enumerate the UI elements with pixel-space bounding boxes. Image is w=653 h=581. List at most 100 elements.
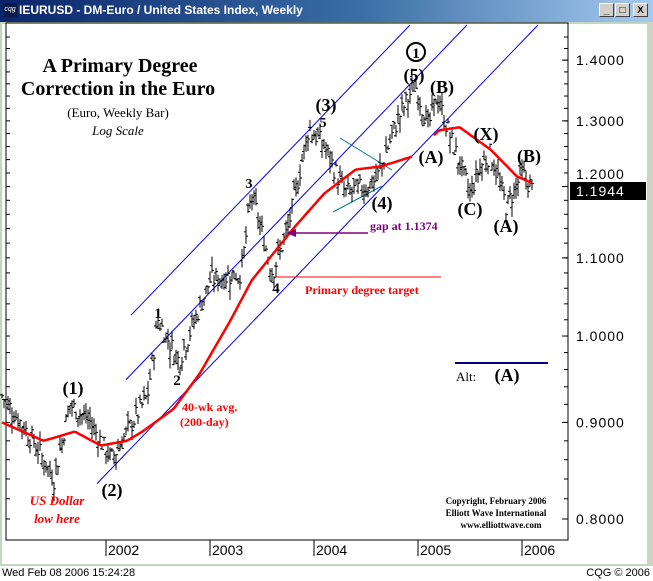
- price-bar: [510, 194, 514, 218]
- chart-title: A Primary Degree: [42, 55, 197, 77]
- wave-label: (C): [458, 199, 483, 220]
- y-tick-label: 1.0000: [576, 328, 625, 344]
- plot-area: [5, 22, 569, 541]
- window-title: IEURUSD - DM-Euro / United States Index,…: [19, 3, 303, 17]
- price-bar: [36, 441, 40, 464]
- price-bar: [210, 256, 214, 273]
- price-bar: [254, 188, 258, 206]
- price-bars: [0, 68, 534, 502]
- price-bar: [140, 401, 144, 409]
- price-bar: [270, 267, 274, 283]
- price-bar: [206, 285, 210, 295]
- alt-wave-label: (A): [495, 365, 520, 386]
- x-tick-label: 2005: [420, 542, 451, 558]
- price-bar: [504, 212, 508, 222]
- ma-label: 40-wk avg.: [182, 400, 237, 414]
- price-bar: [40, 452, 44, 468]
- price-bar: [334, 161, 338, 167]
- price-bar: [422, 116, 426, 127]
- minimize-button[interactable]: _: [599, 3, 614, 17]
- price-bar: [372, 175, 376, 192]
- price-bar: [110, 448, 114, 452]
- price-bar: [244, 226, 248, 244]
- price-bar: [358, 174, 362, 183]
- price-bar: [146, 380, 150, 405]
- price-bar: [472, 182, 476, 196]
- price-bar: [392, 121, 396, 130]
- copyright-text: www.elliottwave.com: [461, 520, 542, 530]
- app-logo-icon: cqg: [3, 3, 17, 17]
- price-bar: [264, 245, 268, 252]
- price-bar: [386, 145, 390, 151]
- price-bar: [318, 123, 322, 139]
- price-bar: [332, 172, 336, 184]
- wave-label: 5: [320, 116, 327, 131]
- channel-line: [96, 24, 539, 484]
- price-bar: [356, 178, 360, 194]
- price-bar: [296, 180, 300, 195]
- price-bar: [278, 239, 282, 260]
- maximize-button[interactable]: □: [615, 3, 630, 17]
- wave-label: 2: [173, 373, 181, 389]
- wave-label: (3): [316, 95, 337, 116]
- price-bar: [62, 437, 66, 446]
- price-bar: [298, 164, 302, 186]
- price-bar: [336, 178, 340, 195]
- x-tick-label: 2004: [316, 542, 347, 558]
- wave-label: (4): [372, 193, 393, 214]
- price-bar: [404, 91, 408, 103]
- usd-low-label: US Dollar: [30, 493, 85, 508]
- price-bar: [428, 112, 432, 127]
- wave-label: (A): [419, 147, 444, 168]
- price-bar: [212, 274, 216, 293]
- price-bar: [408, 83, 412, 104]
- x-axis: 2002 2003 2004 2005 2006: [105, 540, 555, 558]
- price-bar: [198, 295, 202, 308]
- price-bar: [134, 397, 138, 415]
- price-bar: [412, 81, 416, 92]
- price-bar: [394, 124, 398, 137]
- wave-label: (A): [494, 216, 519, 237]
- copyright-text: Elliott Wave International: [446, 508, 547, 518]
- last-price: 1.1944: [576, 183, 625, 199]
- price-bar: [72, 398, 76, 408]
- wave-label: (2): [102, 480, 123, 501]
- price-bar: [414, 74, 418, 90]
- close-button[interactable]: X: [633, 3, 648, 17]
- price-bar: [166, 328, 170, 350]
- price-bar: [326, 144, 330, 156]
- price-bar: [168, 342, 172, 369]
- price-bar: [474, 160, 478, 182]
- price-bar: [272, 276, 276, 289]
- price-bar: [308, 119, 312, 132]
- y-tick-label: 0.8000: [576, 511, 625, 527]
- price-bar: [12, 411, 16, 424]
- wave-label: (1): [63, 378, 84, 399]
- channel-line: [130, 24, 411, 316]
- price-bar: [156, 315, 160, 330]
- price-bar: [56, 465, 60, 475]
- price-bar: [300, 153, 304, 162]
- wave-label: 4: [272, 281, 280, 297]
- x-tick-label: 2002: [108, 542, 139, 558]
- price-bar: [502, 185, 506, 200]
- price-bar: [176, 350, 180, 371]
- price-bar: [196, 315, 200, 322]
- price-bar: [152, 354, 156, 371]
- price-bar: [522, 160, 526, 173]
- price-bar: [98, 429, 102, 444]
- copyright-text: Copyright, February 2006: [446, 496, 547, 506]
- price-bar: [186, 344, 190, 353]
- price-bar: [402, 105, 406, 117]
- window-title-bar[interactable]: cqg IEURUSD - DM-Euro / United States In…: [0, 0, 653, 22]
- price-bar: [260, 215, 264, 233]
- price-bar: [454, 137, 458, 153]
- status-copyright: CQG © 2006: [586, 567, 650, 579]
- wave-label: (B): [430, 77, 454, 98]
- price-bar: [2, 398, 6, 409]
- price-bar: [136, 414, 140, 425]
- price-bar: [400, 94, 404, 112]
- wave-label: (B): [517, 146, 541, 167]
- price-bar: [494, 164, 498, 185]
- scale-note: Log Scale: [91, 123, 144, 138]
